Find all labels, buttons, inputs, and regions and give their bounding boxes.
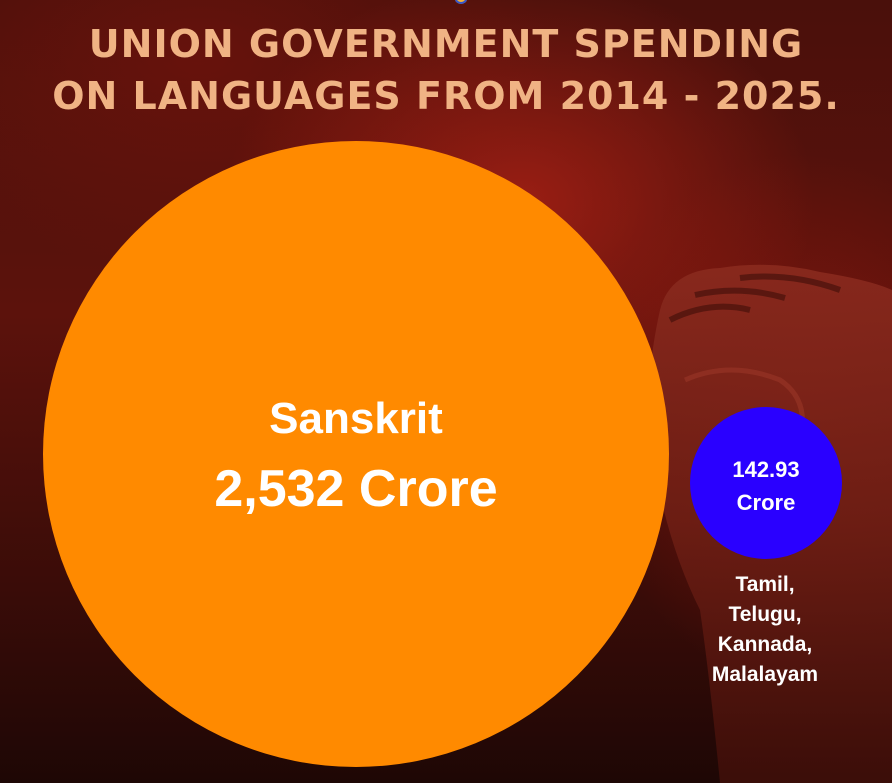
south-languages-list: Tamil, Telugu, Kannada, Malalayam [690, 570, 840, 690]
south-value-label: 142.93 [732, 457, 799, 482]
language-malayalam: Malalayam [711, 663, 819, 686]
title-line-2: ON LANGUAGES FROM 2014 - 2025. [52, 74, 840, 118]
bubble-sanskrit [43, 141, 669, 767]
emblem-icon [455, 0, 467, 4]
language-tamil: Tamil, [735, 573, 795, 596]
language-telugu: Telugu, [728, 603, 802, 626]
page-title: UNION GOVERNMENT SPENDING ON LANGUAGES F… [0, 18, 892, 122]
bubble-south-languages [690, 407, 842, 559]
south-unit-label: Crore [737, 490, 796, 515]
title-line-1: UNION GOVERNMENT SPENDING [88, 22, 804, 66]
language-kannada: Kannada, [717, 633, 813, 656]
sanskrit-value-label: 2,532 Crore [214, 460, 497, 518]
sanskrit-name-label: Sanskrit [269, 394, 443, 443]
